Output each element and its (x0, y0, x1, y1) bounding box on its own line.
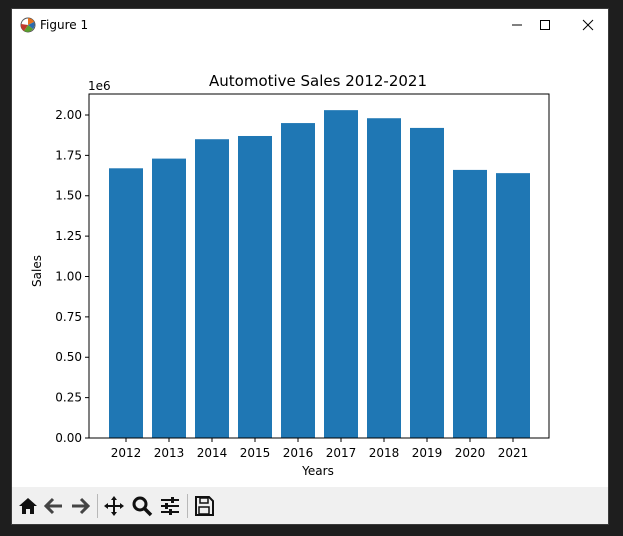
minimize-icon (512, 24, 522, 26)
y-axis: 0.00 0.25 0.50 0.75 1.00 1.25 1.50 1.75 2.00 (55, 108, 89, 445)
y-tick-label: 1.50 (55, 189, 82, 203)
bar-2017 (324, 110, 358, 438)
x-axis-label: Years (301, 464, 334, 478)
y-tick-label: 1.75 (55, 148, 82, 162)
y-axis-label: Sales (30, 255, 44, 287)
bar-2019 (410, 127, 444, 438)
bar-2018 (367, 118, 401, 439)
y-tick-label: 1.00 (55, 269, 82, 283)
configure-subplots-button[interactable] (158, 494, 182, 518)
back-arrow-icon (43, 497, 62, 515)
x-tick-label: 2012 (111, 446, 142, 460)
back-button[interactable] (42, 494, 66, 518)
save-button[interactable] (192, 494, 216, 518)
close-icon (582, 19, 594, 31)
zoom-icon (132, 496, 153, 517)
home-button[interactable] (16, 494, 40, 518)
minimize-button[interactable] (495, 9, 539, 41)
x-tick-label: 2014 (197, 446, 228, 460)
x-tick-label: 2013 (154, 446, 185, 460)
y-tick-label: 2.00 (55, 108, 82, 122)
x-tick-label: 2015 (240, 446, 271, 460)
figure-canvas[interactable]: Automotive Sales 2012-2021 1e6 0.00 0.25 0… (12, 41, 608, 495)
y-axis-offset-label: 1e6 (88, 79, 111, 93)
y-tick-label: 0.50 (55, 350, 82, 364)
figure-window: Figure 1 Automotive Sales 2012-2021 1e6 … (11, 8, 609, 525)
chart-title: Automotive Sales 2012-2021 (209, 72, 427, 90)
configure-subplots-icon (161, 497, 179, 515)
forward-arrow-icon (72, 497, 91, 515)
bars-group (109, 110, 530, 439)
maximize-button[interactable] (523, 9, 567, 41)
y-tick-label: 1.25 (55, 229, 82, 243)
navigation-toolbar (12, 487, 608, 524)
bar-2015 (238, 135, 272, 438)
bar-2014 (195, 139, 229, 439)
x-tick-label: 2019 (412, 446, 443, 460)
maximize-icon (540, 20, 550, 30)
bar-2012 (109, 168, 143, 438)
x-tick-label: 2017 (326, 446, 357, 460)
bar-2016 (281, 123, 315, 438)
save-icon (195, 496, 214, 516)
x-tick-label: 2016 (283, 446, 314, 460)
home-icon (19, 498, 37, 514)
x-tick-label: 2021 (498, 446, 529, 460)
toolbar-separator (97, 494, 98, 518)
matplotlib-logo-icon (20, 17, 36, 33)
zoom-button[interactable] (130, 494, 154, 518)
close-button[interactable] (566, 9, 610, 41)
x-axis: 2012 2013 2014 2015 2016 2017 2018 2019 2020 2021 (111, 438, 529, 460)
bar-2020 (453, 169, 487, 438)
bar-chart: Automotive Sales 2012-2021 1e6 0.000.250… (30, 72, 550, 478)
title-bar[interactable]: Figure 1 (12, 9, 608, 41)
bar-2021 (496, 173, 530, 438)
y-tick-label: 0.00 (55, 431, 82, 445)
y-tick-label: 0.75 (55, 310, 82, 324)
axes-frame (88, 93, 550, 439)
window-title: Figure 1 (40, 18, 89, 32)
pan-icon (104, 496, 124, 516)
y-tick-label: 0.25 (55, 391, 82, 405)
bar-2013 (152, 158, 186, 438)
x-tick-label: 2018 (369, 446, 400, 460)
toolbar-separator (187, 494, 188, 518)
x-tick-label: 2020 (455, 446, 486, 460)
pan-button[interactable] (102, 494, 126, 518)
forward-button[interactable] (68, 494, 92, 518)
